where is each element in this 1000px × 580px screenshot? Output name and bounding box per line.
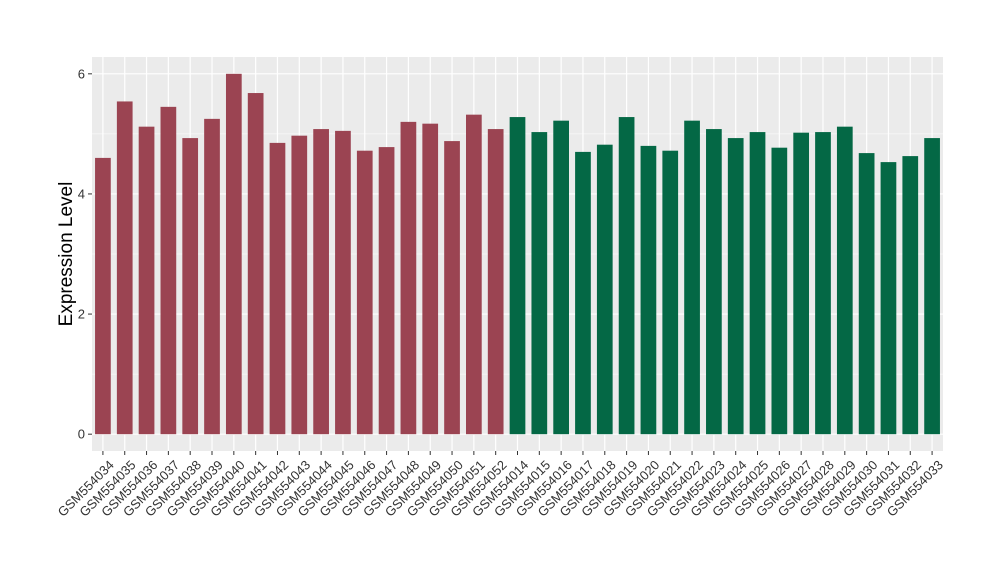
bar-GSM554028 [815,132,831,435]
bar-GSM554025 [749,132,766,435]
y-tick-label: 0 [78,427,85,442]
y-axis: 0 2 4 6 [78,66,92,442]
bar-GSM554037 [160,106,177,435]
bar-GSM554046 [356,150,373,435]
bar-GSM554039 [204,118,220,435]
bar-GSM554027 [793,132,810,435]
bar-GSM554020 [640,145,657,435]
bar-GSM554017 [575,151,591,435]
bar-GSM554031 [880,162,897,435]
bar-GSM554029 [836,126,853,435]
bar-GSM554040 [225,73,242,435]
bar-GSM554014 [509,117,526,435]
y-tick-label: 6 [78,66,85,81]
bar-GSM554038 [182,138,199,435]
y-tick-label: 2 [78,307,85,322]
bar-GSM554018 [596,144,613,435]
bar-GSM554043 [291,135,308,435]
bar-GSM554036 [138,126,155,435]
bar-GSM554019 [618,117,635,435]
bar-GSM554050 [444,141,460,435]
bar-GSM554026 [771,147,788,435]
bar-GSM554051 [466,114,482,435]
bar-GSM554022 [684,120,700,435]
bar-GSM554030 [858,153,875,435]
bar-GSM554047 [378,147,395,435]
bar-GSM554042 [269,142,286,435]
bar-GSM554035 [116,101,133,435]
bar-GSM554015 [531,132,548,435]
bar-GSM554021 [662,150,679,435]
bar-GSM554034 [95,157,111,435]
y-tick-label: 4 [78,186,85,201]
x-axis: GSM554034GSM554035GSM554036GSM554037GSM5… [55,451,946,520]
bar-GSM554044 [313,129,329,435]
bar-GSM554023 [706,129,722,435]
bar-GSM554016 [553,120,569,435]
bar-GSM554052 [487,129,504,435]
bar-GSM554049 [422,123,439,435]
bar-GSM554024 [727,138,744,435]
bar-GSM554033 [924,138,940,435]
bars [95,73,940,435]
bar-GSM554041 [247,93,264,435]
bar-GSM554045 [335,130,351,435]
bar-GSM554032 [902,156,919,435]
y-axis-title: Expression Level [56,182,77,327]
bar-GSM554048 [400,121,417,435]
